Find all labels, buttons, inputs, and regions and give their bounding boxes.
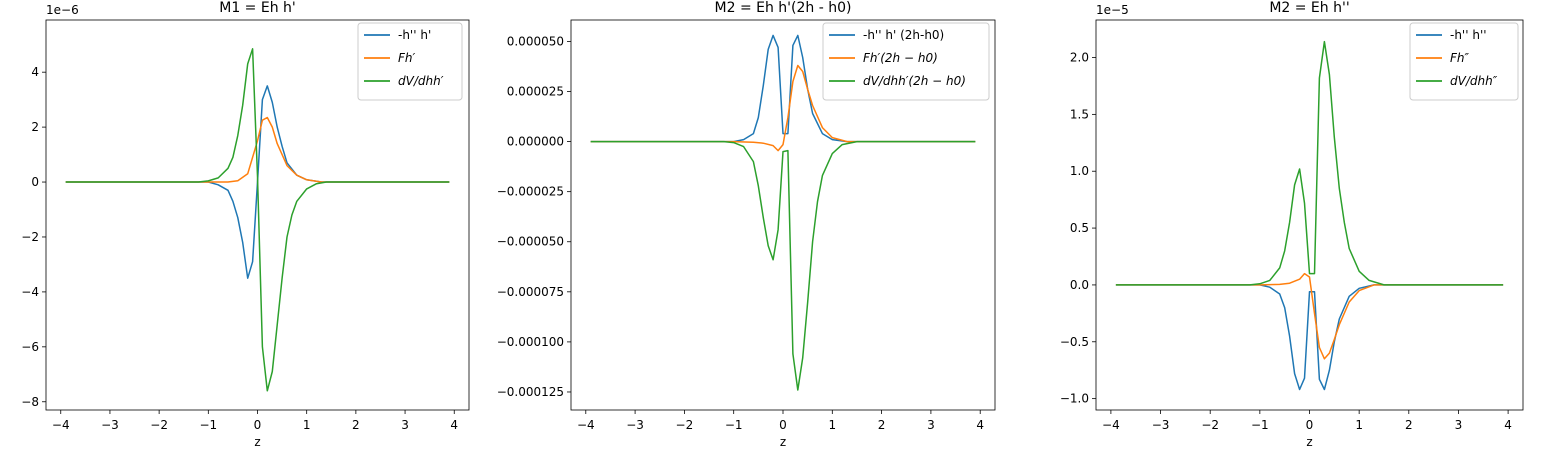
axes-frame — [1095, 19, 1524, 411]
y-tick-label: 0.000050 — [507, 34, 564, 48]
series-line-2 — [1115, 272, 1504, 360]
axis-offset-label: 1e−5 — [1096, 3, 1129, 17]
legend: -h'' h' Fh′ dV/dhh′ — [357, 22, 463, 101]
legend: -h'' h' (2h-h0) Fh′(2h − h0) dV/dhh′(2h − … — [822, 22, 990, 101]
x-axis-label: z — [1306, 435, 1312, 449]
x-tick-label: 0 — [1306, 418, 1314, 432]
x-tick-label: −3 — [101, 418, 119, 432]
legend-label: Fh′ — [398, 51, 416, 65]
x-tick-label: −2 — [150, 418, 168, 432]
y-tick-label: −0.5 — [1060, 335, 1089, 349]
series-line-3 — [65, 48, 450, 392]
series-line-2 — [65, 116, 450, 183]
x-tick-label: −2 — [676, 418, 694, 432]
y-tick-label: −0.000075 — [497, 285, 564, 299]
y-tick-label: 0.000025 — [507, 85, 564, 99]
y-tick-label: 2 — [31, 120, 39, 134]
y-tick-label: −8 — [21, 395, 39, 409]
y-tick-label: −0.000025 — [497, 185, 564, 199]
y-tick-label: 0.000000 — [507, 135, 564, 149]
y-tick-label: 0.5 — [1070, 221, 1089, 235]
legend: -h'' h'' Fh″ dV/dhh″ — [1409, 22, 1519, 101]
legend-box — [822, 22, 990, 101]
y-tick-label: −2 — [21, 230, 39, 244]
series-line-3 — [1115, 40, 1504, 286]
legend-label: dV/dhh′ — [398, 74, 444, 88]
x-tick-label: 3 — [401, 418, 409, 432]
y-tick-label: 1.5 — [1070, 107, 1089, 121]
x-tick-label: 1 — [828, 418, 836, 432]
axes-frame — [45, 19, 470, 411]
x-tick-label: −4 — [1102, 418, 1120, 432]
series-line-1 — [1115, 284, 1504, 391]
x-tick-label: 2 — [878, 418, 886, 432]
subplot-1: M1 = Eh h' 1e−6 −4 −3 −2 −1 0 1 2 3 4 4 2 0 −2 −4 −6 −8 z -… — [21, 0, 470, 449]
y-tick-label: 1.0 — [1070, 164, 1089, 178]
x-tick-label: 3 — [1455, 418, 1463, 432]
y-tick-label: −1.0 — [1060, 392, 1089, 406]
legend-label: -h'' h'' — [1450, 28, 1487, 42]
chart-title: M1 = Eh h' — [219, 0, 296, 16]
x-tick-label: 2 — [1405, 418, 1413, 432]
subplot-2: M2 = Eh h'(2h - h0) −4 −3 −2 −1 0 1 2 3 4 0.000050… — [497, 0, 996, 449]
x-axis-label: z — [780, 435, 786, 449]
y-tick-label: −0.000100 — [497, 335, 564, 349]
y-tick-label: 0 — [31, 175, 39, 189]
y-tick-label: 2.0 — [1070, 51, 1089, 65]
x-tick-label: 4 — [1504, 418, 1512, 432]
x-tick-label: −3 — [1152, 418, 1170, 432]
x-tick-label: 1 — [1355, 418, 1363, 432]
legend-label: Fh″ — [1450, 51, 1470, 65]
x-tick-label: −2 — [1201, 418, 1219, 432]
axis-offset-label: 1e−6 — [46, 3, 79, 17]
x-tick-label: −1 — [1251, 418, 1269, 432]
x-tick-label: −4 — [577, 418, 595, 432]
x-tick-label: 4 — [450, 418, 458, 432]
x-tick-label: 2 — [352, 418, 360, 432]
chart-title: M2 = Eh h'(2h - h0) — [715, 0, 852, 16]
legend-label: dV/dhh″ — [1450, 74, 1498, 88]
x-axis-label: z — [254, 435, 260, 449]
y-tick-label: −0.000125 — [497, 385, 564, 399]
y-tick-label: −6 — [21, 340, 39, 354]
x-tick-label: 1 — [303, 418, 311, 432]
x-tick-label: 0 — [254, 418, 262, 432]
chart-title: M2 = Eh h'' — [1269, 0, 1349, 16]
legend-label: -h'' h' — [398, 28, 431, 42]
subplot-3: M2 = Eh h'' 1e−5 −4 −3 −2 −1 0 1 2 3 4 2.0 1.5 1.0 0.5… — [1060, 0, 1524, 449]
x-tick-label: −3 — [626, 418, 644, 432]
legend-label: Fh′(2h − h0) — [863, 51, 938, 65]
x-tick-label: 4 — [976, 418, 984, 432]
legend-label: -h'' h' (2h-h0) — [863, 28, 944, 42]
axes-frame — [570, 19, 996, 411]
x-tick-label: −1 — [199, 418, 217, 432]
x-tick-label: 3 — [927, 418, 935, 432]
x-tick-label: 0 — [779, 418, 787, 432]
y-tick-label: −0.000050 — [497, 235, 564, 249]
x-tick-label: −1 — [725, 418, 743, 432]
y-tick-label: −4 — [21, 285, 39, 299]
y-tick-label: 0.0 — [1070, 278, 1089, 292]
legend-label: dV/dhh′(2h − h0) — [863, 74, 966, 88]
y-tick-label: 4 — [31, 65, 39, 79]
x-tick-label: −4 — [52, 418, 70, 432]
series-line-3 — [590, 140, 976, 391]
series-line-2 — [590, 64, 976, 152]
